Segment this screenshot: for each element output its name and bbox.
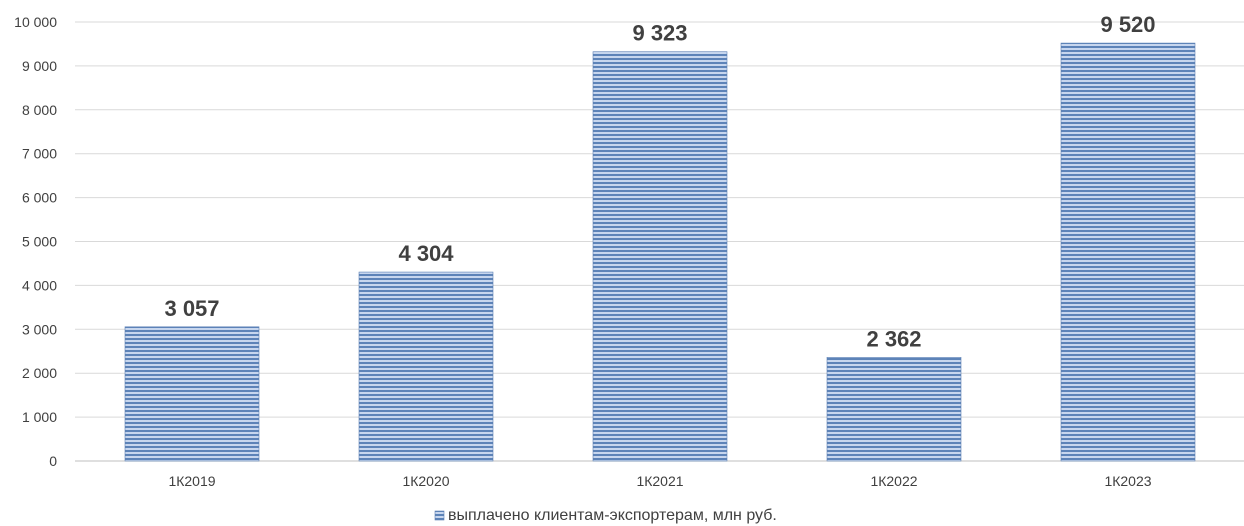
- y-tick-label: 1 000: [22, 409, 57, 425]
- bar: [358, 271, 494, 462]
- x-tick-label: 1К2022: [870, 473, 917, 489]
- bar-value-label: 2 362: [866, 326, 921, 351]
- y-tick-label: 3 000: [22, 321, 57, 337]
- bar: [1060, 42, 1196, 462]
- y-tick-label: 5 000: [22, 234, 57, 250]
- y-tick-label: 6 000: [22, 190, 57, 206]
- legend: выплачено клиентам-экспортерам, млн руб.: [434, 507, 777, 524]
- x-tick-label: 1К2019: [168, 473, 215, 489]
- x-tick-label: 1К2021: [636, 473, 683, 489]
- data-labels: 3 057 4 304 9 323 2 362 9 520: [164, 12, 1155, 351]
- bar: [826, 357, 962, 462]
- bar-value-label: 9 520: [1100, 12, 1155, 37]
- y-tick-label: 10 000: [14, 14, 57, 30]
- axes: 0 1 000 2 000 3 000 4 000 5 000 6 000 7 000 8 00…: [14, 14, 1244, 489]
- y-tick-label: 2 000: [22, 365, 57, 381]
- bar-value-label: 9 323: [632, 21, 687, 46]
- bar-value-label: 3 057: [164, 296, 219, 321]
- y-tick-label: 7 000: [22, 146, 57, 162]
- legend-label: выплачено клиентам-экспортерам, млн руб.: [448, 507, 777, 524]
- bar: [592, 51, 728, 462]
- y-tick-label: 4 000: [22, 277, 57, 293]
- legend-swatch: [434, 510, 445, 521]
- x-tick-label: 1К2020: [402, 473, 449, 489]
- bars: [124, 42, 1196, 462]
- bar: [124, 326, 260, 462]
- y-tick-label: 8 000: [22, 102, 57, 118]
- y-tick-label: 9 000: [22, 58, 57, 74]
- y-tick-label: 0: [49, 453, 57, 469]
- x-tick-label: 1К2023: [1104, 473, 1151, 489]
- bar-value-label: 4 304: [398, 241, 454, 266]
